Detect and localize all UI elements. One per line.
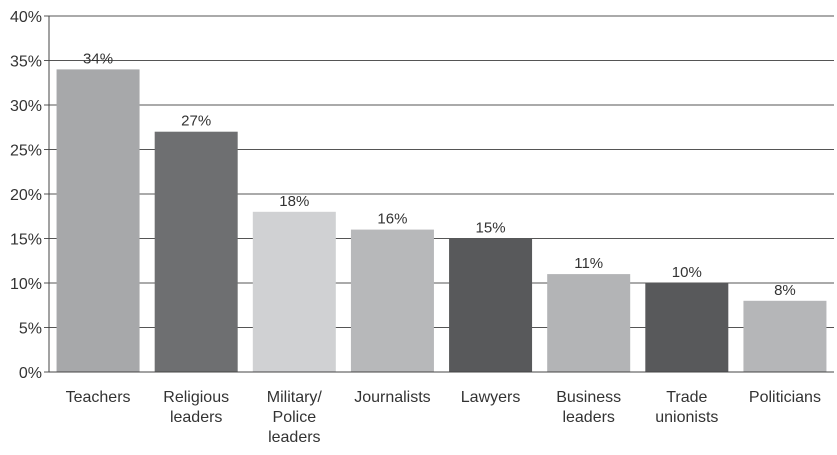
x-category-label: Journalists <box>354 389 430 406</box>
axes <box>44 15 834 373</box>
x-category-label-line: leaders <box>562 409 614 426</box>
y-tick-label: 10% <box>10 276 42 293</box>
x-category-label-line: Business <box>556 389 621 406</box>
x-category-label-line: Lawyers <box>461 389 521 406</box>
bar-6 <box>547 274 631 372</box>
bar-1 <box>56 69 140 373</box>
x-category-label: Teachers <box>66 389 131 406</box>
data-label: 15% <box>476 220 506 237</box>
data-label: 18% <box>279 193 309 210</box>
y-tick-label: 5% <box>19 321 42 338</box>
data-label: 11% <box>574 255 603 272</box>
x-category-label-line: Military/ <box>267 389 323 406</box>
bar-2 <box>154 131 238 372</box>
y-tick-label: 15% <box>10 232 42 249</box>
x-category-label: Business leaders <box>556 389 621 426</box>
x-category-label-line: leaders <box>268 429 320 446</box>
y-tick-label: 40% <box>10 9 42 26</box>
data-label: 16% <box>377 211 407 228</box>
y-tick-label: 30% <box>10 98 42 115</box>
x-category-label: Trade unionists <box>655 389 718 426</box>
bars <box>56 69 827 373</box>
x-category-label-line: Politicians <box>749 389 821 406</box>
bar-7 <box>645 283 729 372</box>
x-category-label: Religious leaders <box>163 389 229 426</box>
x-category-label-line: leaders <box>170 409 222 426</box>
data-label: 27% <box>181 113 211 130</box>
data-labels: 34% 27% 18% 16% 15% 11% 10% 8% <box>83 50 796 298</box>
x-category-label-line: Teachers <box>66 389 131 406</box>
x-category-label-line: unionists <box>655 409 718 426</box>
x-category-label: Military/Police leaders <box>267 389 323 446</box>
bar-5 <box>449 238 533 372</box>
x-category-label-line: Police <box>273 409 317 426</box>
bar-3 <box>252 211 336 372</box>
y-axis-tick-labels: 0% 5% 10% 15% 20% 25% 30% 35% 40% <box>10 9 42 382</box>
data-label: 8% <box>774 282 796 299</box>
y-tick-label: 0% <box>19 365 42 382</box>
y-tick-label: 35% <box>10 54 42 71</box>
x-axis-category-labels: Teachers Religious leaders Military/Police l… <box>66 389 821 446</box>
bar-8 <box>743 300 827 372</box>
x-category-label: Politicians <box>749 389 821 406</box>
y-tick-label: 20% <box>10 187 42 204</box>
x-category-label-line: Religious <box>163 389 229 406</box>
x-category-label-line: Trade <box>666 389 707 406</box>
bar-4 <box>350 229 434 372</box>
data-label: 10% <box>672 264 702 281</box>
data-label: 34% <box>83 50 113 67</box>
y-tick-label: 25% <box>10 143 42 160</box>
x-category-label: Lawyers <box>461 389 521 406</box>
x-category-label-line: Journalists <box>354 389 430 406</box>
